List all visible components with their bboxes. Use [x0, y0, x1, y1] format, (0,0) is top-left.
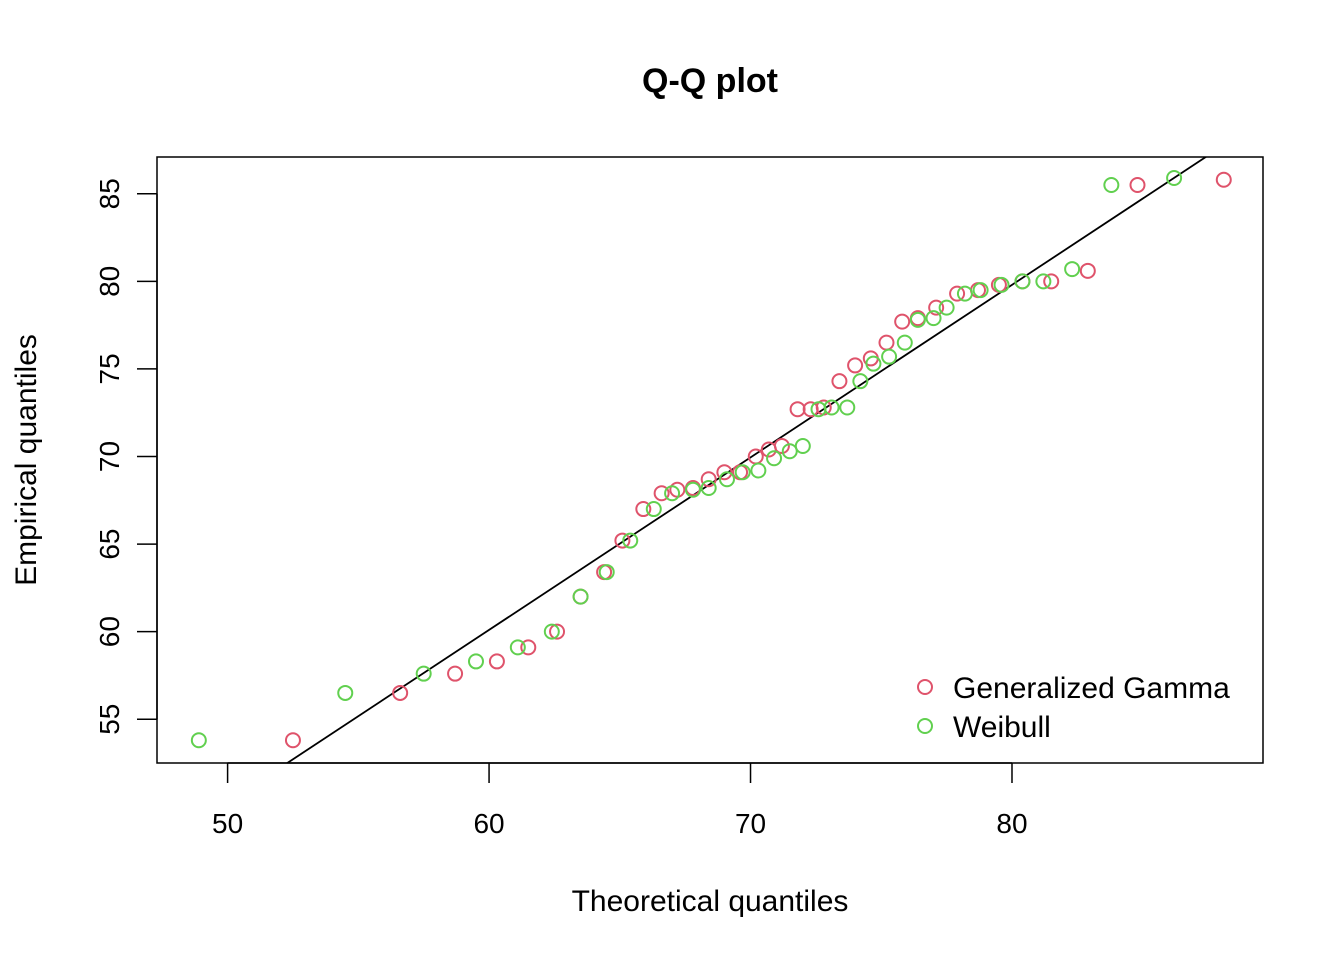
data-point-generalized-gamma	[549, 623, 566, 640]
data-point-weibull	[852, 373, 869, 390]
data-point-weibull	[1103, 177, 1120, 194]
data-point-weibull	[794, 437, 811, 454]
data-point-weibull	[925, 310, 942, 327]
y-tick-label: 85	[94, 178, 125, 209]
data-point-weibull	[956, 285, 973, 302]
data-point-weibull	[543, 623, 560, 640]
data-point-generalized-gamma	[1043, 273, 1060, 290]
data-point-weibull	[993, 276, 1010, 293]
data-point-weibull	[781, 443, 798, 460]
y-tick-label: 70	[94, 441, 125, 472]
data-point-weibull	[865, 355, 882, 372]
y-tick-label: 80	[94, 266, 125, 297]
data-point-weibull	[823, 399, 840, 416]
data-point-weibull	[766, 450, 783, 467]
data-point-weibull	[1166, 170, 1183, 187]
legend: Generalized Gamma Weibull	[917, 672, 1230, 744]
data-point-weibull	[938, 299, 955, 316]
legend-marker-generalized-gamma	[917, 679, 933, 695]
data-point-weibull	[896, 334, 913, 351]
data-point-weibull	[881, 348, 898, 365]
data-point-generalized-gamma	[847, 357, 864, 374]
data-point-generalized-gamma	[614, 532, 631, 549]
data-point-weibull	[415, 665, 432, 682]
data-point-generalized-gamma	[653, 485, 670, 502]
x-axis-label: Theoretical quantiles	[572, 885, 849, 918]
data-point-weibull	[572, 588, 589, 605]
data-point-generalized-gamma	[1079, 262, 1096, 279]
y-tick-label: 60	[94, 616, 125, 647]
legend-label-generalized-gamma: Generalized Gamma	[953, 672, 1230, 705]
data-point-weibull	[718, 471, 735, 488]
data-point-weibull	[337, 684, 354, 701]
data-point-weibull	[750, 462, 767, 479]
data-point-generalized-gamma	[1215, 171, 1232, 188]
x-axis: 50 60 70 80	[212, 762, 1028, 839]
data-point-weibull	[700, 480, 717, 497]
data-point-weibull	[839, 399, 856, 416]
legend-marker-weibull	[917, 718, 933, 734]
reference-line-layer	[285, 157, 1208, 763]
data-point-weibull	[467, 653, 484, 670]
data-point-generalized-gamma	[878, 334, 895, 351]
data-point-weibull	[734, 464, 751, 481]
data-point-generalized-gamma	[789, 401, 806, 418]
data-point-weibull	[190, 732, 207, 749]
data-point-weibull	[1035, 273, 1052, 290]
y-tick-label: 55	[94, 704, 125, 735]
data-point-weibull	[1064, 261, 1081, 278]
data-point-generalized-gamma	[949, 285, 966, 302]
legend-label-weibull: Weibull	[953, 711, 1051, 744]
x-tick-label: 60	[473, 808, 504, 839]
data-point-weibull	[645, 501, 662, 518]
data-point-generalized-gamma	[488, 653, 505, 670]
data-point-weibull	[664, 485, 681, 502]
data-point-weibull	[598, 564, 615, 581]
y-tick-label: 75	[94, 353, 125, 384]
y-axis: 55 60 65 70 75 80 85	[94, 178, 158, 735]
data-point-generalized-gamma	[447, 665, 464, 682]
data-point-generalized-gamma	[716, 464, 733, 481]
y-tick-label: 65	[94, 528, 125, 559]
chart-title: Q-Q plot	[642, 62, 778, 100]
x-tick-label: 50	[212, 808, 243, 839]
data-point-generalized-gamma	[700, 471, 717, 488]
data-point-generalized-gamma	[894, 313, 911, 330]
points-layer	[190, 170, 1232, 749]
data-point-generalized-gamma	[635, 501, 652, 518]
data-point-generalized-gamma	[284, 732, 301, 749]
data-point-generalized-gamma	[831, 373, 848, 390]
data-point-generalized-gamma	[928, 299, 945, 316]
data-point-weibull	[622, 532, 639, 549]
data-point-generalized-gamma	[392, 684, 409, 701]
plot-area	[156, 156, 1264, 764]
x-tick-label: 80	[996, 808, 1027, 839]
data-point-weibull	[972, 282, 989, 299]
data-point-generalized-gamma	[773, 437, 790, 454]
data-point-generalized-gamma	[1129, 177, 1146, 194]
qq-reference-line	[285, 157, 1208, 763]
data-point-generalized-gamma	[520, 639, 537, 656]
data-point-weibull	[685, 481, 702, 498]
y-axis-label: Empirical quantiles	[10, 334, 43, 586]
data-point-weibull	[509, 639, 526, 656]
x-tick-label: 70	[735, 808, 766, 839]
data-point-weibull	[1014, 273, 1031, 290]
data-point-weibull	[909, 311, 926, 328]
